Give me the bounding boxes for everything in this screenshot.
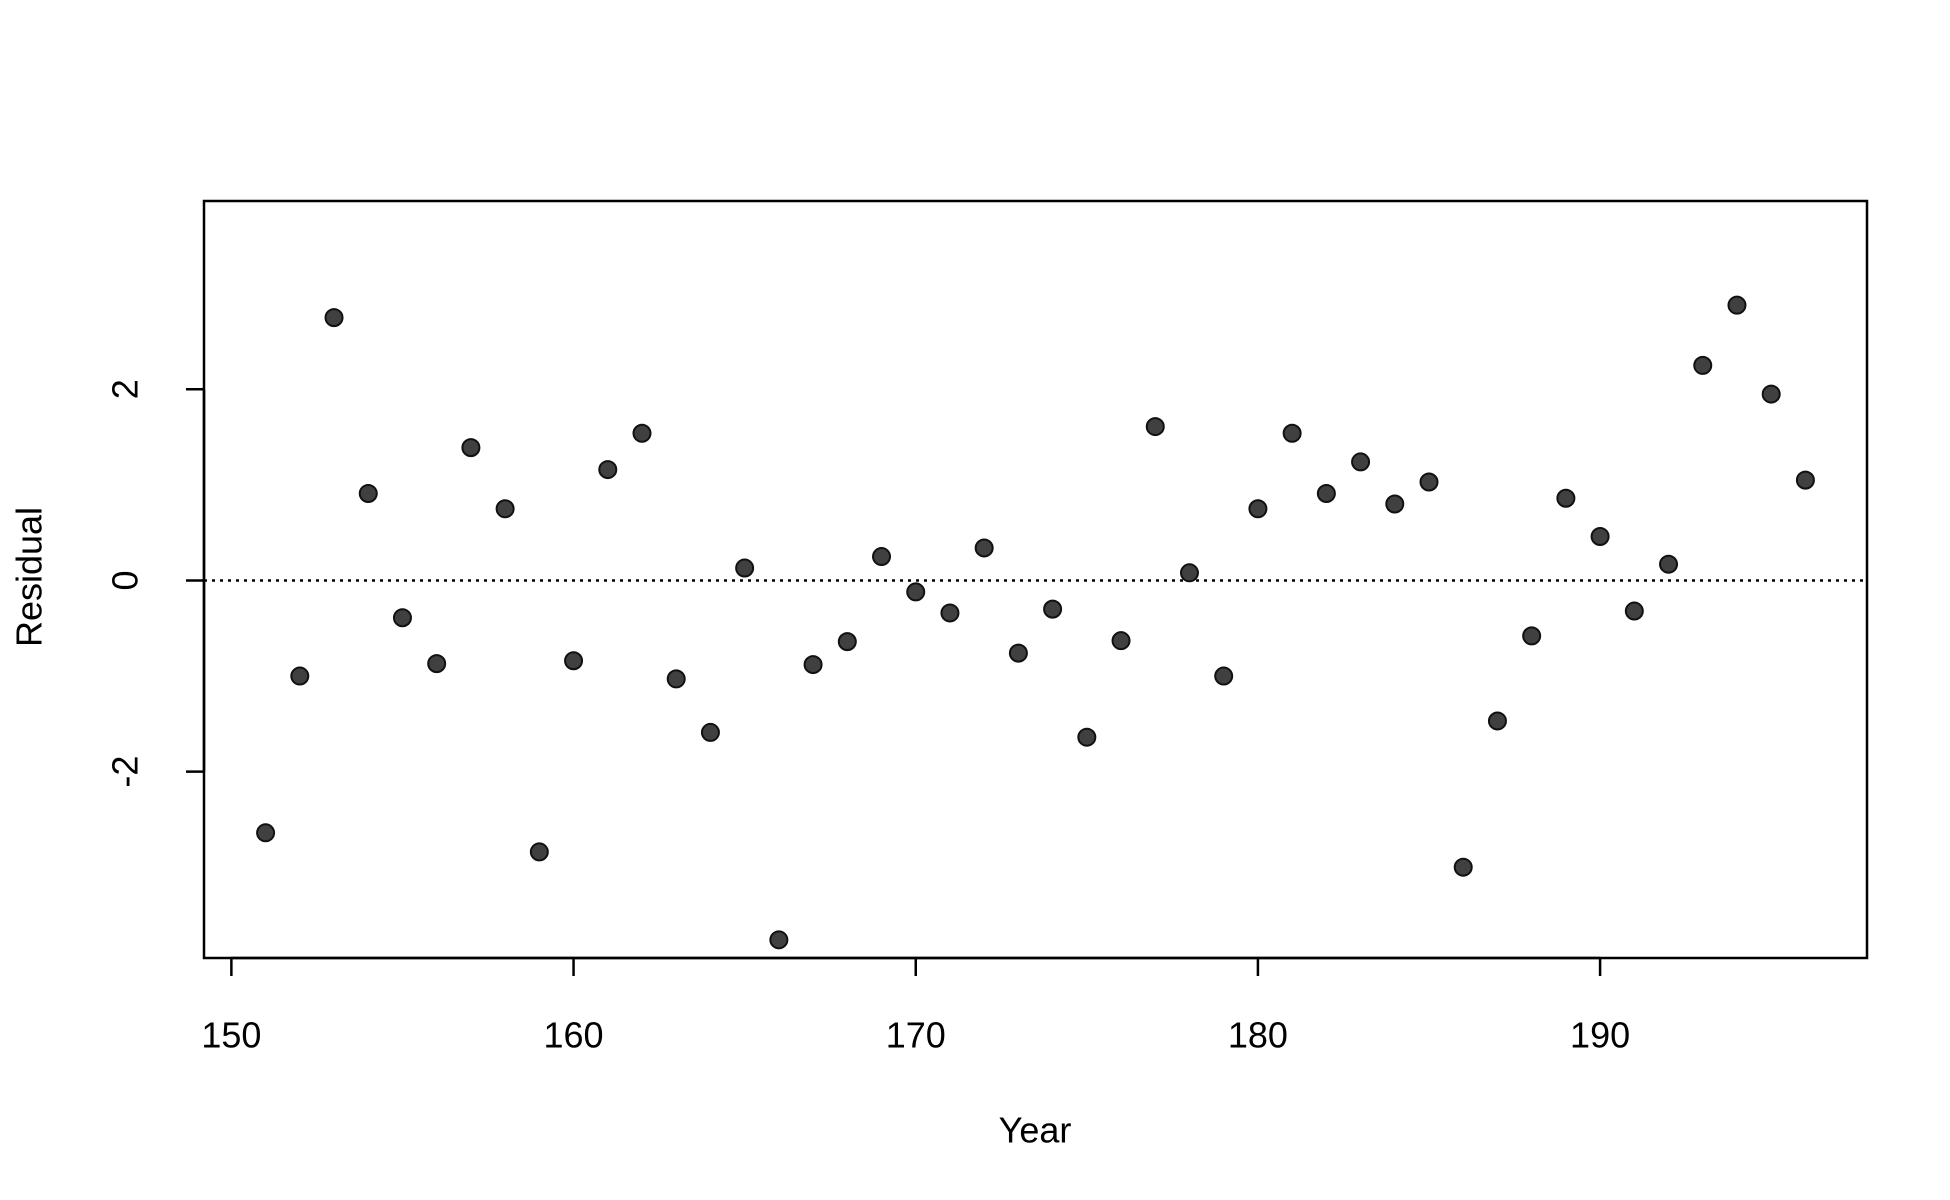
point: [427, 654, 447, 674]
point: [1008, 643, 1028, 663]
point: [324, 308, 344, 328]
x-tick-label: 180: [1228, 1015, 1288, 1056]
point: [1624, 601, 1644, 621]
point: [1487, 711, 1507, 731]
point: [837, 632, 857, 652]
point: [495, 499, 515, 519]
point: [803, 655, 823, 675]
x-axis-label: Year: [999, 1110, 1072, 1151]
point: [529, 842, 549, 862]
point: [940, 603, 960, 623]
point: [1145, 417, 1165, 437]
x-tick-label: 190: [1570, 1015, 1630, 1056]
point: [1522, 626, 1542, 646]
point: [1693, 355, 1713, 375]
point: [1727, 295, 1747, 315]
point: [1043, 599, 1063, 619]
point: [564, 651, 584, 671]
point: [1419, 472, 1439, 492]
point: [769, 930, 789, 950]
point: [1659, 554, 1679, 574]
y-tick-label: 0: [105, 570, 146, 590]
point: [735, 558, 755, 578]
point: [1453, 857, 1473, 877]
point: [872, 547, 892, 567]
point: [290, 666, 310, 686]
x-tick-label: 150: [201, 1015, 261, 1056]
point: [700, 722, 720, 742]
point: [1316, 483, 1336, 503]
point: [906, 582, 926, 602]
y-tick-label: -2: [105, 756, 146, 788]
point: [1556, 488, 1576, 508]
point: [1111, 631, 1131, 651]
point: [461, 438, 481, 458]
point: [1385, 494, 1405, 514]
point: [1248, 499, 1268, 519]
point: [632, 423, 652, 443]
y-axis-label: Residual: [9, 507, 50, 647]
point: [1590, 526, 1610, 546]
point: [1351, 452, 1371, 472]
point: [1179, 563, 1199, 583]
point: [256, 823, 276, 843]
point: [1282, 423, 1302, 443]
point: [392, 608, 412, 628]
point: [974, 538, 994, 558]
point: [1795, 470, 1815, 490]
y-tick-label: 2: [105, 379, 146, 399]
point: [1077, 727, 1097, 747]
point: [598, 460, 618, 480]
x-tick-label: 160: [544, 1015, 604, 1056]
point: [1214, 666, 1234, 686]
point: [1761, 384, 1781, 404]
point: [358, 483, 378, 503]
x-tick-label: 170: [886, 1015, 946, 1056]
point: [666, 669, 686, 689]
